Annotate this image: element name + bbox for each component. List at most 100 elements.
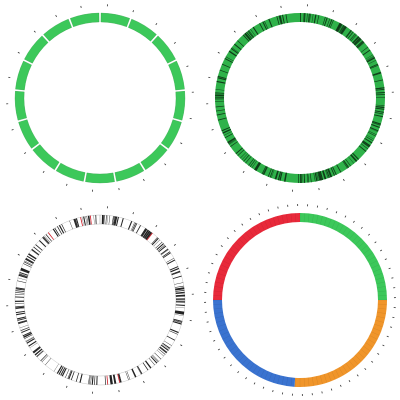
sector-divider [369,260,378,265]
cytoband-mark [65,369,70,378]
cytoband-mark [17,280,27,284]
segment-label-tick [374,241,377,244]
band-mark [340,26,346,34]
sector-divider [252,226,258,235]
band-mark [360,143,369,150]
sector-divider [214,316,224,319]
cytoband-mark [15,294,25,296]
cytoband-mark [87,215,91,225]
band-mark [217,75,227,80]
band-mark [374,110,384,113]
band-mark [313,14,317,24]
chromosome-label-tick [355,22,358,26]
cytoband-mark [34,348,43,356]
chromosome-label-tick [33,232,36,235]
segment-label-tick [380,249,383,252]
cytoband-mark [109,375,112,385]
cytoband-mark [154,352,162,360]
band-mark [263,166,268,176]
band-mark [324,169,329,179]
color-sector [294,300,387,388]
sector-divider [235,241,243,248]
chromosome-segment [114,162,145,182]
chromosome-label-tick [55,216,57,220]
cytoband-mark [174,285,184,288]
cytoband-mark [56,365,63,374]
chromosome-label-tick [155,224,158,228]
cytoband-mark [159,346,168,353]
cytoband-mark [53,363,59,372]
chromosome-label-tick [24,354,27,357]
sector-divider [372,327,382,332]
sector-divider [224,338,233,344]
segment-label-tick [389,326,393,328]
sector-divider [220,331,229,336]
cytoband-mark [28,340,37,347]
band-mark [338,24,344,33]
cytoband-mark [20,268,30,273]
cytoband-mark [42,236,50,244]
sector-divider [272,374,277,383]
band-mark [298,173,299,183]
sector-divider [213,290,223,293]
cytoband-mark [75,218,80,228]
cytoband-mark [175,310,185,314]
cytoband-mark [172,275,182,279]
chromosome-label-tick [11,331,14,333]
band-mark [339,25,345,34]
band-mark [224,58,233,64]
sector-divider [226,252,235,258]
band-mark [347,31,354,39]
cytoband-mark [175,307,185,309]
sector-divider [372,268,382,273]
segment-label-tick [339,384,342,387]
chromosome-label-tick [180,142,183,145]
band-mark [342,160,348,169]
band-mark [223,131,232,136]
sector-divider [213,307,223,310]
cytoband-mark [170,267,180,273]
chromosome-label-tick [42,372,45,376]
sector-divider [374,272,383,277]
band-mark [306,173,309,183]
sector-divider [377,312,386,314]
sector-divider [214,281,224,284]
band-mark [222,128,231,134]
segment-label-tick [215,253,218,256]
cytoband-mark [160,344,169,351]
cytoband-mark [15,307,25,310]
chromosome-label-tick [173,243,176,246]
cytoband-mark [81,216,84,226]
band-mark [304,13,306,23]
sector-divider [277,215,281,225]
cytoband-mark [113,374,116,384]
sector-divider [238,355,245,362]
segment-label-tick [344,215,347,218]
cytoband-mark [88,375,90,385]
band-mark [215,109,225,112]
cytoband-mark [69,220,73,230]
sector-divider [375,277,385,281]
band-mark [358,145,367,152]
band-mark [366,57,375,63]
cytoband-mark [20,269,30,274]
chromosome-label-tick [173,41,176,44]
sector-divider [357,241,365,248]
band-mark [362,140,371,146]
cytoband-mark [61,367,67,377]
chromosome-label-tick [373,41,376,44]
cytoband-mark [115,216,119,226]
band-mark [345,29,352,38]
cytoband-mark [175,287,185,290]
cytoband-mark [151,237,159,245]
band-mark [326,18,331,27]
band-mark [365,136,374,142]
band-mark [314,172,318,182]
segment-label-tick [386,335,389,338]
cytoband-mark [142,362,149,371]
band-mark [372,71,382,76]
chromosome-label-tick [132,10,134,13]
cytoband-mark [35,244,43,251]
cytoband-mark [108,215,111,225]
band-mark [369,127,379,132]
